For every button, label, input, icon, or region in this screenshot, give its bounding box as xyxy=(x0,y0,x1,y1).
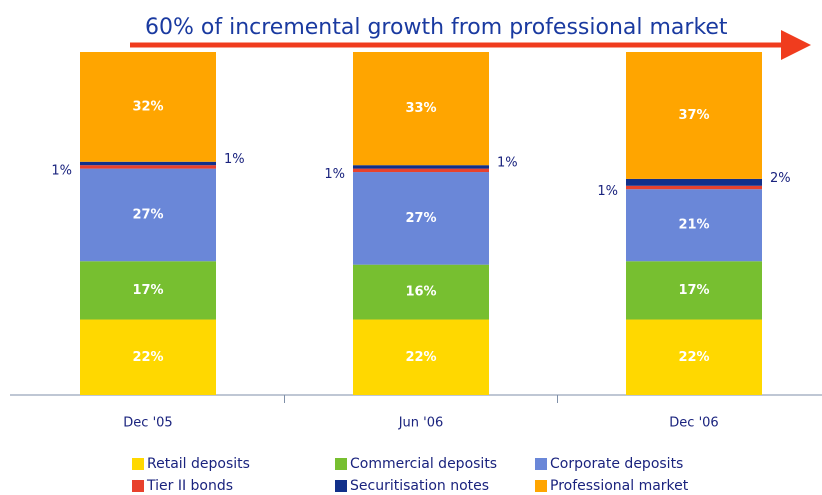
bar-segment xyxy=(80,161,216,166)
bar-segment xyxy=(80,168,216,262)
x-tick-label: Dec '05 xyxy=(123,416,172,431)
data-label: 1% xyxy=(324,167,345,182)
bar-segment xyxy=(80,165,216,169)
legend-swatch xyxy=(535,458,547,470)
bar-segment xyxy=(80,319,216,395)
bar-segment xyxy=(353,264,489,320)
data-label: 21% xyxy=(678,218,709,233)
data-label: 16% xyxy=(405,285,436,300)
legend-swatch xyxy=(335,458,347,470)
bar-segment xyxy=(353,168,489,173)
data-label: 17% xyxy=(678,283,709,298)
data-label: 2% xyxy=(770,171,791,186)
data-label: 1% xyxy=(224,152,245,167)
bar-segment xyxy=(626,189,762,262)
legend-label: Retail deposits xyxy=(147,456,250,472)
bar-segment xyxy=(353,172,489,265)
data-label: 1% xyxy=(597,184,618,199)
x-tick-label: Jun '06 xyxy=(398,416,444,431)
bar-segment xyxy=(626,185,762,190)
bar-segment xyxy=(353,165,489,169)
data-label: 27% xyxy=(405,211,436,226)
bar-segment xyxy=(626,319,762,395)
data-label: 22% xyxy=(405,350,436,365)
bar-segment xyxy=(353,319,489,395)
legend-swatch xyxy=(132,458,144,470)
bar-segment xyxy=(353,52,489,166)
legend-swatch xyxy=(535,480,547,492)
data-label: 1% xyxy=(497,155,518,170)
legend-label: Professional market xyxy=(550,478,689,494)
legend-swatch xyxy=(335,480,347,492)
annotation: 60% of incremental growth from professio… xyxy=(145,15,728,40)
data-label: 27% xyxy=(132,207,163,222)
bar-segment xyxy=(80,261,216,320)
data-label: 33% xyxy=(405,101,436,116)
data-label: 22% xyxy=(678,350,709,365)
legend-label: Securitisation notes xyxy=(350,478,489,494)
data-label: 17% xyxy=(132,283,163,298)
legend-swatch xyxy=(132,480,144,492)
data-label: 22% xyxy=(132,350,163,365)
bar-segment xyxy=(626,52,762,179)
bar-segment xyxy=(626,178,762,186)
data-label: 37% xyxy=(678,108,709,123)
x-tick-label: Dec '06 xyxy=(669,416,718,431)
data-label: 1% xyxy=(51,163,72,178)
legend-label: Tier II bonds xyxy=(146,478,233,494)
legend-label: Corporate deposits xyxy=(550,456,683,472)
bar-segment xyxy=(626,261,762,320)
data-label: 32% xyxy=(132,99,163,114)
legend-label: Commercial deposits xyxy=(350,456,497,472)
bar-segment xyxy=(80,52,216,162)
